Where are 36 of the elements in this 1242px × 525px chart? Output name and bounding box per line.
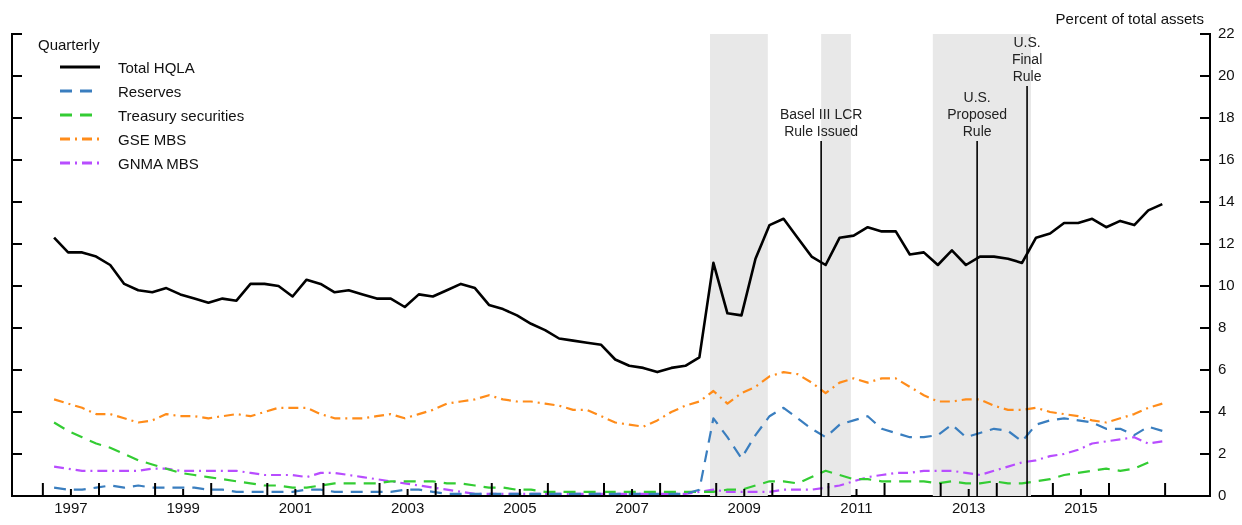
y-tick-label: 22 [1218,24,1235,42]
y-tick-label: 20 [1218,66,1235,84]
x-tick-label: 1999 [166,499,200,517]
x-tick-label: 2011 [840,499,873,517]
ref-line-label: U.S. Proposed Rule [947,88,1008,139]
y-tick-label: 12 [1218,234,1235,252]
x-tick-label: 2001 [278,499,313,517]
line-series [52,371,1164,428]
x-tick-label: 2003 [390,499,425,517]
x-tick-label: 2009 [727,499,761,517]
line-series [52,406,1164,495]
y-tick-label: 10 [1218,276,1235,294]
x-tick-label: 2015 [1064,499,1098,517]
line-series [52,436,1164,495]
x-tick-label: 2013 [952,499,986,517]
ref-line-label: Basel III LCR Rule Issued [779,105,863,139]
y-tick-label: 14 [1218,192,1235,210]
y-tick-label: 18 [1218,108,1235,126]
x-tick-label: 1997 [54,499,88,517]
legend-label: Total HQLA [118,58,195,76]
line-series [52,421,1150,493]
legend-label: Reserves [118,82,182,100]
x-tick-label: 2007 [615,499,649,517]
y-tick-label: 16 [1218,150,1235,168]
y-tick-label: 6 [1218,360,1227,378]
y-axis-title: Percent of total assets [1055,10,1204,27]
legend-title: Quarterly [38,36,101,53]
legend-label: GSE MBS [118,130,187,148]
x-tick-label: 2005 [503,499,537,517]
ref-line-label: U.S. Final Rule [1011,33,1043,84]
legend-label: Treasury securities [118,106,245,124]
y-tick-label: 8 [1218,318,1227,336]
y-tick-label: 2 [1218,444,1227,462]
y-tick-label: 0 [1218,486,1227,504]
y-tick-label: 4 [1218,402,1227,420]
legend-label: GNMA MBS [118,154,199,172]
